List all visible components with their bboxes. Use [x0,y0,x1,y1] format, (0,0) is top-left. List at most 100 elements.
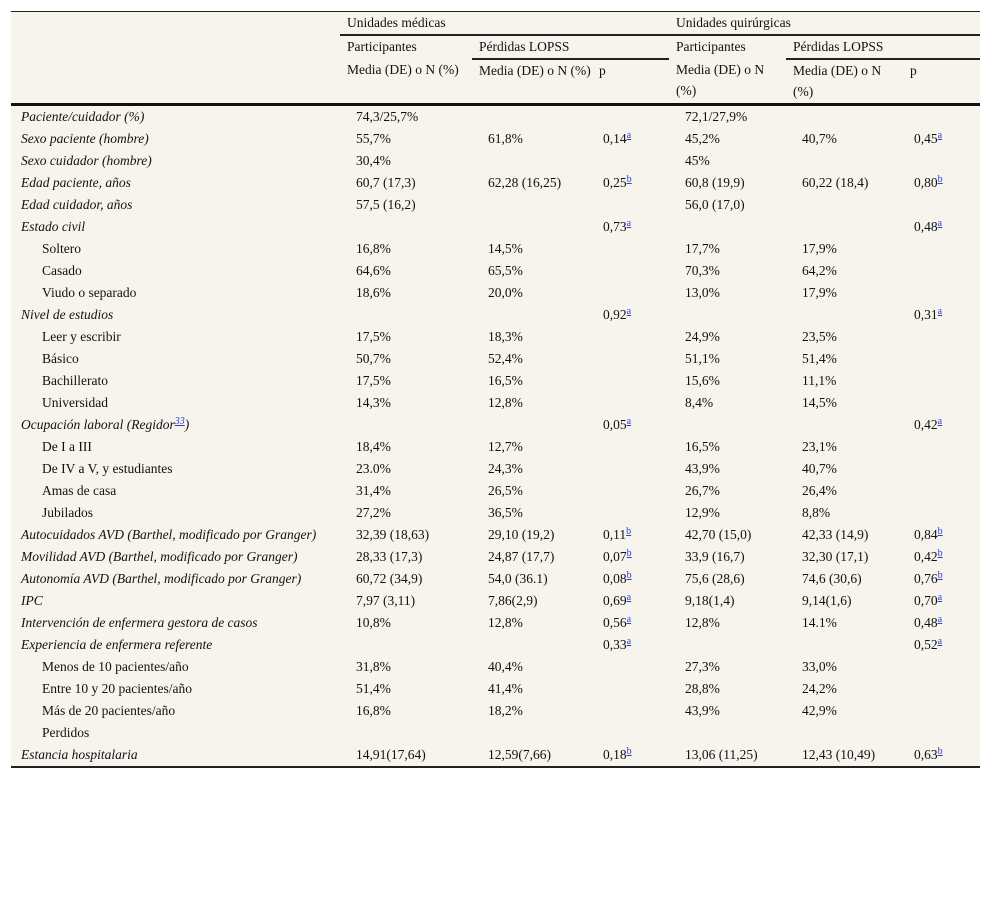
p-value: 0,48 [914,219,938,234]
footnote-link[interactable]: a [626,635,632,647]
cell-value: 9,14(1,6) [802,593,852,608]
row-label-tail: ) [184,417,190,432]
reference-link[interactable]: 33 [174,415,185,427]
value-cell [472,105,592,129]
value-cell: 31,4% [340,480,472,502]
value-cell: 43,9% [669,458,786,480]
footnote-superscript: a [938,305,942,317]
value-cell: 23,5% [786,326,903,348]
cell-value: 51,1% [685,351,720,366]
cell-value: 28,8% [685,681,720,696]
cell-value: 62,28 (16,25) [488,175,562,190]
footnote-link[interactable]: a [937,305,943,317]
cell-value: 57,5 (16,2) [356,197,416,212]
row-label: Paciente/cuidador (%) [11,105,340,129]
footnote-link[interactable]: b [626,745,632,757]
value-cell: 17,7% [669,238,786,260]
cell-value: 27,3% [685,659,720,674]
table-row: Autocuidados AVD (Barthel, modificado po… [11,524,980,546]
p-value-cell [903,326,980,348]
footnote-superscript: b [938,525,943,537]
p-value-cell [592,238,669,260]
cell-value: 17,5% [356,329,391,344]
footnote-link[interactable]: a [937,129,943,141]
footnote-link[interactable]: b [626,525,632,537]
row-label: Básico [11,348,340,370]
p-value-cell [592,326,669,348]
footnote-link[interactable]: b [937,569,943,581]
value-cell: 17,9% [786,282,903,304]
cell-value: 17,7% [685,241,720,256]
value-cell: 12,8% [472,612,592,634]
value-cell: 74,3/25,7% [340,105,472,129]
p-value-cell [592,260,669,282]
footnote-link[interactable]: a [937,591,943,603]
footnote-link[interactable]: a [626,217,632,229]
value-cell: 30,4% [340,150,472,172]
row-label: Intervención de enfermera gestora de cas… [11,612,340,634]
row-label-text: Movilidad AVD (Barthel, modificado por G… [21,549,298,564]
footnote-link[interactable]: a [937,613,943,625]
cell-value: 24,9% [685,329,720,344]
footnote-link[interactable]: b [626,569,632,581]
footnote-link[interactable]: a [626,415,632,427]
footnote-superscript: b [627,173,632,185]
cell-value: 8,8% [802,505,831,520]
p-value-cell: 0,14a [592,128,669,150]
group-surgical: Unidades quirúrgicas [669,12,981,36]
table-row: Más de 20 pacientes/año 16,8% 18,2% 43,9% 42… [11,700,980,722]
cell-value: 13,0% [685,285,720,300]
footnote-link[interactable]: b [937,547,943,559]
footnote-link[interactable]: a [937,415,943,427]
row-label-text: Estado civil [21,219,86,234]
p-value-cell [592,678,669,700]
row-label: Nivel de estudios [11,304,340,326]
row-label-text: Perdidos [42,725,90,740]
footnote-link[interactable]: a [626,591,632,603]
table-row: De IV a V, y estudiantes 23.0% 24,3% 43,9% 4… [11,458,980,480]
footnote-link[interactable]: a [626,613,632,625]
footnote-link[interactable]: b [626,173,632,185]
value-cell: 17,9% [786,238,903,260]
value-cell [669,304,786,326]
value-cell: 14,5% [472,238,592,260]
footnote-link[interactable]: b [626,547,632,559]
cell-value: 43,9% [685,461,720,476]
footnote-link[interactable]: b [937,525,943,537]
footnote-link[interactable]: a [937,217,943,229]
footnote-link[interactable]: b [937,745,943,757]
p-value: 0,45 [914,131,938,146]
value-cell: 8,8% [786,502,903,524]
cell-value: 31,4% [356,483,391,498]
row-label: Sexo paciente (hombre) [11,128,340,150]
value-cell: 16,8% [340,700,472,722]
value-cell [669,414,786,436]
row-label-text: Edad paciente, años [21,175,131,190]
row-label-text: Estancia hospitalaria [21,747,138,762]
value-cell: 51,1% [669,348,786,370]
p-value: 0,84 [914,527,938,542]
p-value-cell [592,480,669,502]
row-label-text: Nivel de estudios [21,307,114,322]
footnote-link[interactable]: a [626,129,632,141]
footnote-link[interactable]: b [937,173,943,185]
value-cell: 40,7% [786,128,903,150]
value-cell: 32,30 (17,1) [786,546,903,568]
table-row: Universidad 14,3% 12,8% 8,4% 14,5% [11,392,980,414]
value-cell: 12,59(7,66) [472,744,592,766]
value-cell: 23,1% [786,436,903,458]
footnote-link[interactable]: a [626,305,632,317]
value-cell: 24,87 (17,7) [472,546,592,568]
cell-value: 36,5% [488,505,523,520]
table-row: Perdidos [11,722,980,744]
p-value-cell [903,105,980,129]
value-cell: 18,6% [340,282,472,304]
footnote-link[interactable]: a [937,635,943,647]
p-value: 0,07 [603,549,627,564]
value-cell [669,216,786,238]
table-row: Ocupación laboral (Regidor33) 0,05a 0,42a [11,414,980,436]
value-cell [786,634,903,656]
p-value-cell: 0,33a [592,634,669,656]
cell-value: 45% [685,153,710,168]
cell-value: 74,3/25,7% [356,109,419,124]
